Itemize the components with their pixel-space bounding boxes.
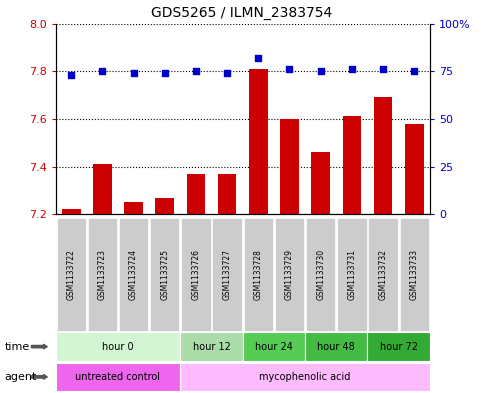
Point (379, 66, 387, 72)
Point (317, 68, 325, 74)
Point (67, 72, 75, 78)
Text: GSM1133725: GSM1133725 (160, 249, 169, 300)
Text: GSM1133732: GSM1133732 (379, 249, 387, 300)
Bar (374, 97, 392, 214)
Text: GSM1133723: GSM1133723 (98, 249, 107, 300)
Bar (124, 202, 143, 214)
Point (348, 66, 356, 72)
Text: GSM1133733: GSM1133733 (410, 249, 419, 300)
Point (223, 70, 231, 76)
Point (161, 70, 169, 76)
Point (255, 55, 262, 61)
Text: mycophenolic acid: mycophenolic acid (259, 372, 351, 382)
Text: GSM1133728: GSM1133728 (254, 249, 263, 300)
Text: GSM1133729: GSM1133729 (285, 249, 294, 300)
Text: untreated control: untreated control (75, 372, 160, 382)
Point (129, 70, 137, 76)
Point (192, 68, 200, 74)
Text: GDS5265 / ILMN_2383754: GDS5265 / ILMN_2383754 (151, 6, 332, 20)
Bar (405, 124, 424, 214)
Text: GSM1133730: GSM1133730 (316, 249, 325, 300)
Point (99, 68, 106, 74)
Text: hour 24: hour 24 (255, 342, 293, 352)
Bar (156, 198, 174, 214)
Text: time: time (5, 342, 30, 352)
Point (285, 66, 293, 72)
Text: hour 48: hour 48 (317, 342, 355, 352)
Bar (93, 164, 112, 214)
Text: GSM1133726: GSM1133726 (191, 249, 200, 300)
Bar (186, 174, 205, 214)
Bar (342, 116, 361, 214)
Bar (62, 209, 81, 214)
Text: GSM1133722: GSM1133722 (67, 249, 76, 300)
Bar (280, 119, 299, 214)
Text: hour 72: hour 72 (380, 342, 418, 352)
Text: GSM1133731: GSM1133731 (347, 249, 356, 300)
Bar (312, 152, 330, 214)
Text: GSM1133724: GSM1133724 (129, 249, 138, 300)
Text: hour 12: hour 12 (193, 342, 230, 352)
Text: hour 0: hour 0 (102, 342, 134, 352)
Bar (249, 69, 268, 214)
Point (411, 68, 418, 74)
Text: agent: agent (5, 372, 37, 382)
Bar (218, 174, 237, 214)
Text: GSM1133727: GSM1133727 (223, 249, 232, 300)
